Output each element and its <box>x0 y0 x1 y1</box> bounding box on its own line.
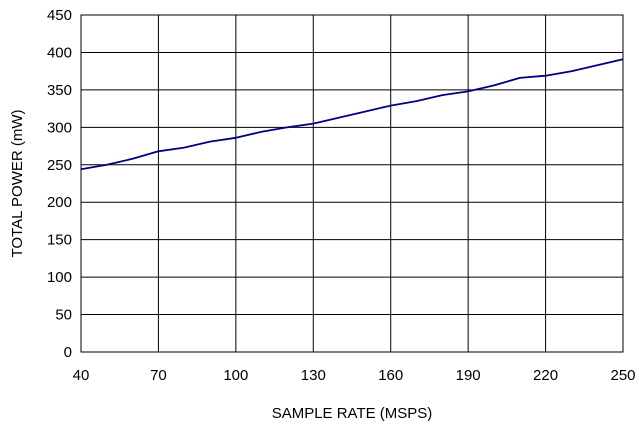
y-tick-label: 0 <box>64 344 72 361</box>
y-tick-label: 400 <box>47 44 72 61</box>
x-tick-label: 100 <box>223 367 248 384</box>
x-tick-label: 190 <box>456 367 481 384</box>
x-tick-label: 250 <box>610 367 635 384</box>
x-tick-label: 160 <box>378 367 403 384</box>
y-tick-label: 450 <box>47 7 72 24</box>
x-tick-label: 40 <box>73 367 90 384</box>
series-group <box>80 58 624 171</box>
y-axis-label: TOTAL POWER (mW) <box>9 109 26 257</box>
y-tick-label: 300 <box>47 119 72 136</box>
x-tick-label: 220 <box>533 367 558 384</box>
series-line <box>80 58 624 171</box>
x-tick-label: 70 <box>150 367 167 384</box>
y-tick-label: 350 <box>47 82 72 99</box>
y-tick-label: 200 <box>47 194 72 211</box>
y-tick-label: 50 <box>55 307 72 324</box>
y-tick-labels: 0 50 100 150 200 250 300 350 400 450 <box>47 7 72 361</box>
x-tick-label: 130 <box>301 367 326 384</box>
x-axis-label: SAMPLE RATE (MSPS) <box>272 405 433 422</box>
y-tick-label: 150 <box>47 232 72 249</box>
y-tick-label: 250 <box>47 157 72 174</box>
plot-area-frame <box>80 14 624 353</box>
x-tick-labels: 40 70 100 130 160 190 220 250 <box>73 367 636 384</box>
gridlines <box>80 14 624 353</box>
y-tick-label: 100 <box>47 269 72 286</box>
